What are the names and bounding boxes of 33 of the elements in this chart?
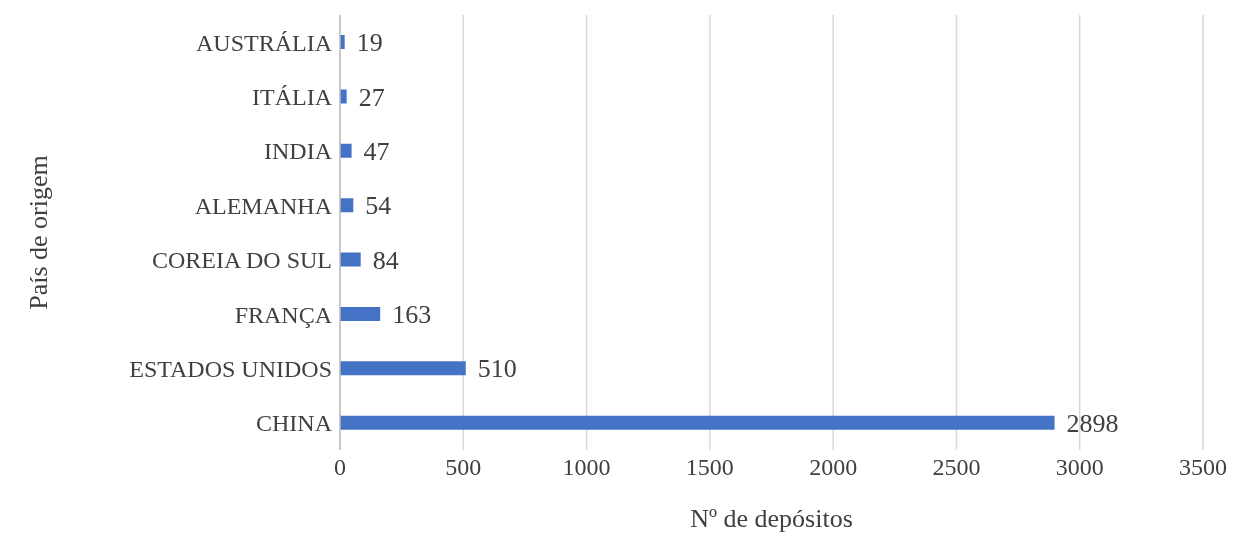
bar — [340, 252, 361, 267]
y-tick-label: ALEMANHA — [194, 192, 333, 219]
x-tick-label: 0 — [334, 454, 346, 481]
x-tick-label: 3500 — [1179, 454, 1227, 481]
x-tick-label: 2500 — [932, 454, 981, 481]
x-tick-label: 500 — [445, 454, 482, 481]
bar — [340, 361, 466, 376]
y-tick-label: CHINA — [256, 410, 333, 437]
bar — [340, 89, 347, 104]
data-label: 2898 — [1066, 408, 1119, 438]
y-tick-label: FRANÇA — [234, 301, 333, 328]
bar — [340, 306, 381, 321]
x-tick-label: 1500 — [685, 454, 734, 481]
data-label: 54 — [365, 191, 392, 221]
y-tick-label: AUSTRÁLIA — [196, 29, 333, 56]
data-label: 47 — [363, 136, 390, 166]
x-tick-label: 2000 — [809, 454, 858, 481]
data-label: 84 — [372, 245, 399, 275]
y-tick-label: ESTADOS UNIDOS — [129, 355, 332, 382]
y-axis-title: País de origem — [24, 155, 54, 310]
x-tick-label: 3000 — [1055, 454, 1104, 481]
y-tick-label: ITÁLIA — [252, 84, 333, 111]
x-tick-label: 1000 — [562, 454, 611, 481]
x-axis-title: Nº de depósitos — [690, 504, 853, 533]
data-label: 510 — [477, 354, 517, 384]
data-label: 163 — [392, 300, 432, 330]
bar — [340, 198, 354, 213]
y-tick-label: COREIA DO SUL — [151, 247, 332, 274]
data-label: 27 — [358, 82, 385, 112]
bar — [340, 143, 352, 158]
y-tick-label: INDIA — [264, 138, 333, 165]
bar — [340, 415, 1055, 430]
data-label: 19 — [356, 28, 383, 58]
